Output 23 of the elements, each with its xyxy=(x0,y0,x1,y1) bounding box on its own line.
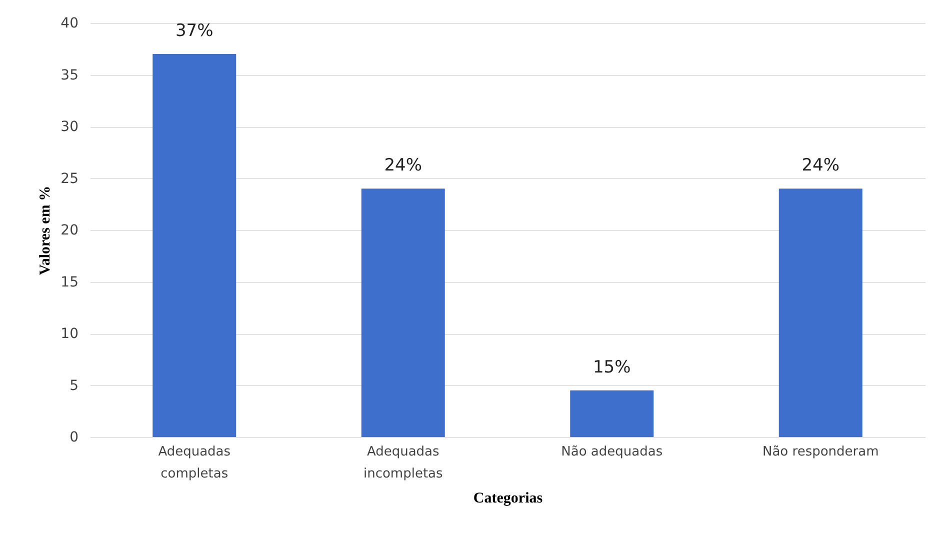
y-tick-label: 25 xyxy=(60,170,78,187)
y-tick-label: 10 xyxy=(60,326,78,342)
bar xyxy=(361,188,445,437)
y-tick-label: 40 xyxy=(60,16,78,32)
x-tick-label: Não adequadas xyxy=(561,444,663,460)
y-tick-label: 30 xyxy=(60,119,78,135)
y-axis-title: Valores em % xyxy=(38,186,54,276)
x-tick-label: Adequadas completas xyxy=(158,444,231,482)
x-tick-label: Não responderam xyxy=(762,444,879,460)
x-tick-label: Adequadas incompletas xyxy=(363,444,443,482)
y-tick-label: 5 xyxy=(70,378,78,394)
bar xyxy=(778,188,862,437)
y-tick-label: 0 xyxy=(70,430,78,446)
bar xyxy=(570,390,654,437)
bar xyxy=(152,54,236,437)
data-label: 37% xyxy=(175,21,214,42)
data-label: 24% xyxy=(384,156,422,176)
data-label: 24% xyxy=(802,156,840,176)
x-axis-title: Categorias xyxy=(473,490,543,506)
y-tick-label: 35 xyxy=(60,67,78,84)
y-tick-label: 20 xyxy=(60,222,78,238)
annotation: 15% xyxy=(592,357,631,378)
y-tick-label: 15 xyxy=(60,274,78,290)
